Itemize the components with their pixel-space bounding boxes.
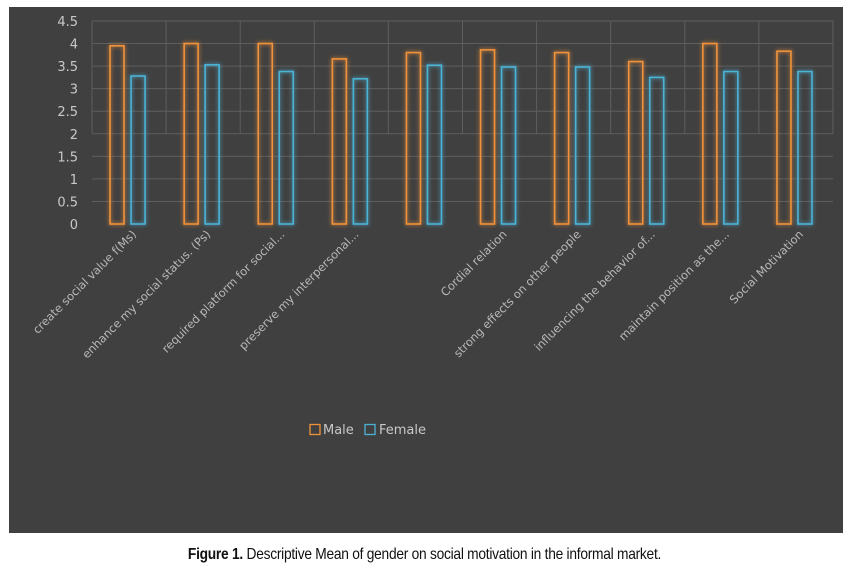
- y-tick-label: 4: [70, 38, 78, 53]
- bar-male: [257, 42, 274, 225]
- legend-male-label: Male: [323, 423, 354, 438]
- x-tick-label: strong effects on other people: [451, 227, 584, 360]
- y-tick-label: 3.5: [57, 60, 78, 75]
- bar-female: [574, 66, 591, 225]
- legend-male-swatch: [309, 423, 321, 436]
- x-tick-label: Social Motivation: [727, 227, 806, 306]
- legend: Male Female: [309, 423, 426, 438]
- legend-female-swatch: [364, 423, 376, 436]
- y-tick-label: 0.5: [57, 195, 78, 210]
- x-axis-ticks: create social value f(Ms)enhance my soci…: [30, 227, 806, 361]
- figure-caption: Figure 1. Descriptive Mean of gender on …: [59, 546, 789, 564]
- bar-female: [797, 70, 813, 225]
- bar-male: [776, 50, 792, 225]
- x-tick-label: influencing the behavior of...: [531, 227, 658, 354]
- bar-male: [479, 49, 496, 225]
- y-tick-label: 2: [70, 128, 78, 143]
- x-tick-label: enhance my social status. (Ps): [79, 227, 213, 361]
- bar-female: [278, 70, 295, 225]
- legend-female-label: Female: [379, 423, 426, 438]
- bar-male: [553, 51, 570, 225]
- y-tick-label: 3: [70, 83, 78, 98]
- y-axis-ticks: 0 0.5 1 1.5 2 2.5 3 3.5 4 4.5: [57, 15, 78, 233]
- bar-male: [405, 51, 422, 225]
- bar-male: [109, 45, 125, 225]
- gridlines: [91, 20, 834, 202]
- x-tick-label: Cordial relation: [438, 227, 510, 299]
- y-tick-label: 2.5: [57, 105, 78, 120]
- bar-female: [352, 77, 369, 225]
- bar-male: [702, 42, 718, 225]
- y-tick-label: 1.5: [57, 150, 78, 165]
- caption-text: Descriptive Mean of gender on social mot…: [242, 546, 662, 563]
- bar-female: [723, 70, 739, 225]
- y-tick-label: 1: [70, 173, 78, 188]
- bar-female: [648, 76, 665, 225]
- bar-male: [627, 60, 644, 225]
- y-tick-label: 0: [70, 218, 78, 233]
- x-tick-label: preserve my interpersonal...: [236, 227, 361, 352]
- bar-male: [183, 42, 199, 225]
- x-tick-label: required platform for social...: [159, 227, 287, 355]
- bar-female: [204, 63, 220, 225]
- chart-panel: [9, 7, 843, 533]
- bar-male: [331, 58, 348, 225]
- bar-female: [500, 66, 517, 225]
- bar-female: [426, 64, 443, 225]
- y-tick-label: 4.5: [57, 15, 78, 30]
- caption-label: Figure 1.: [187, 546, 243, 563]
- bar-female: [130, 75, 146, 225]
- bars: [109, 42, 813, 225]
